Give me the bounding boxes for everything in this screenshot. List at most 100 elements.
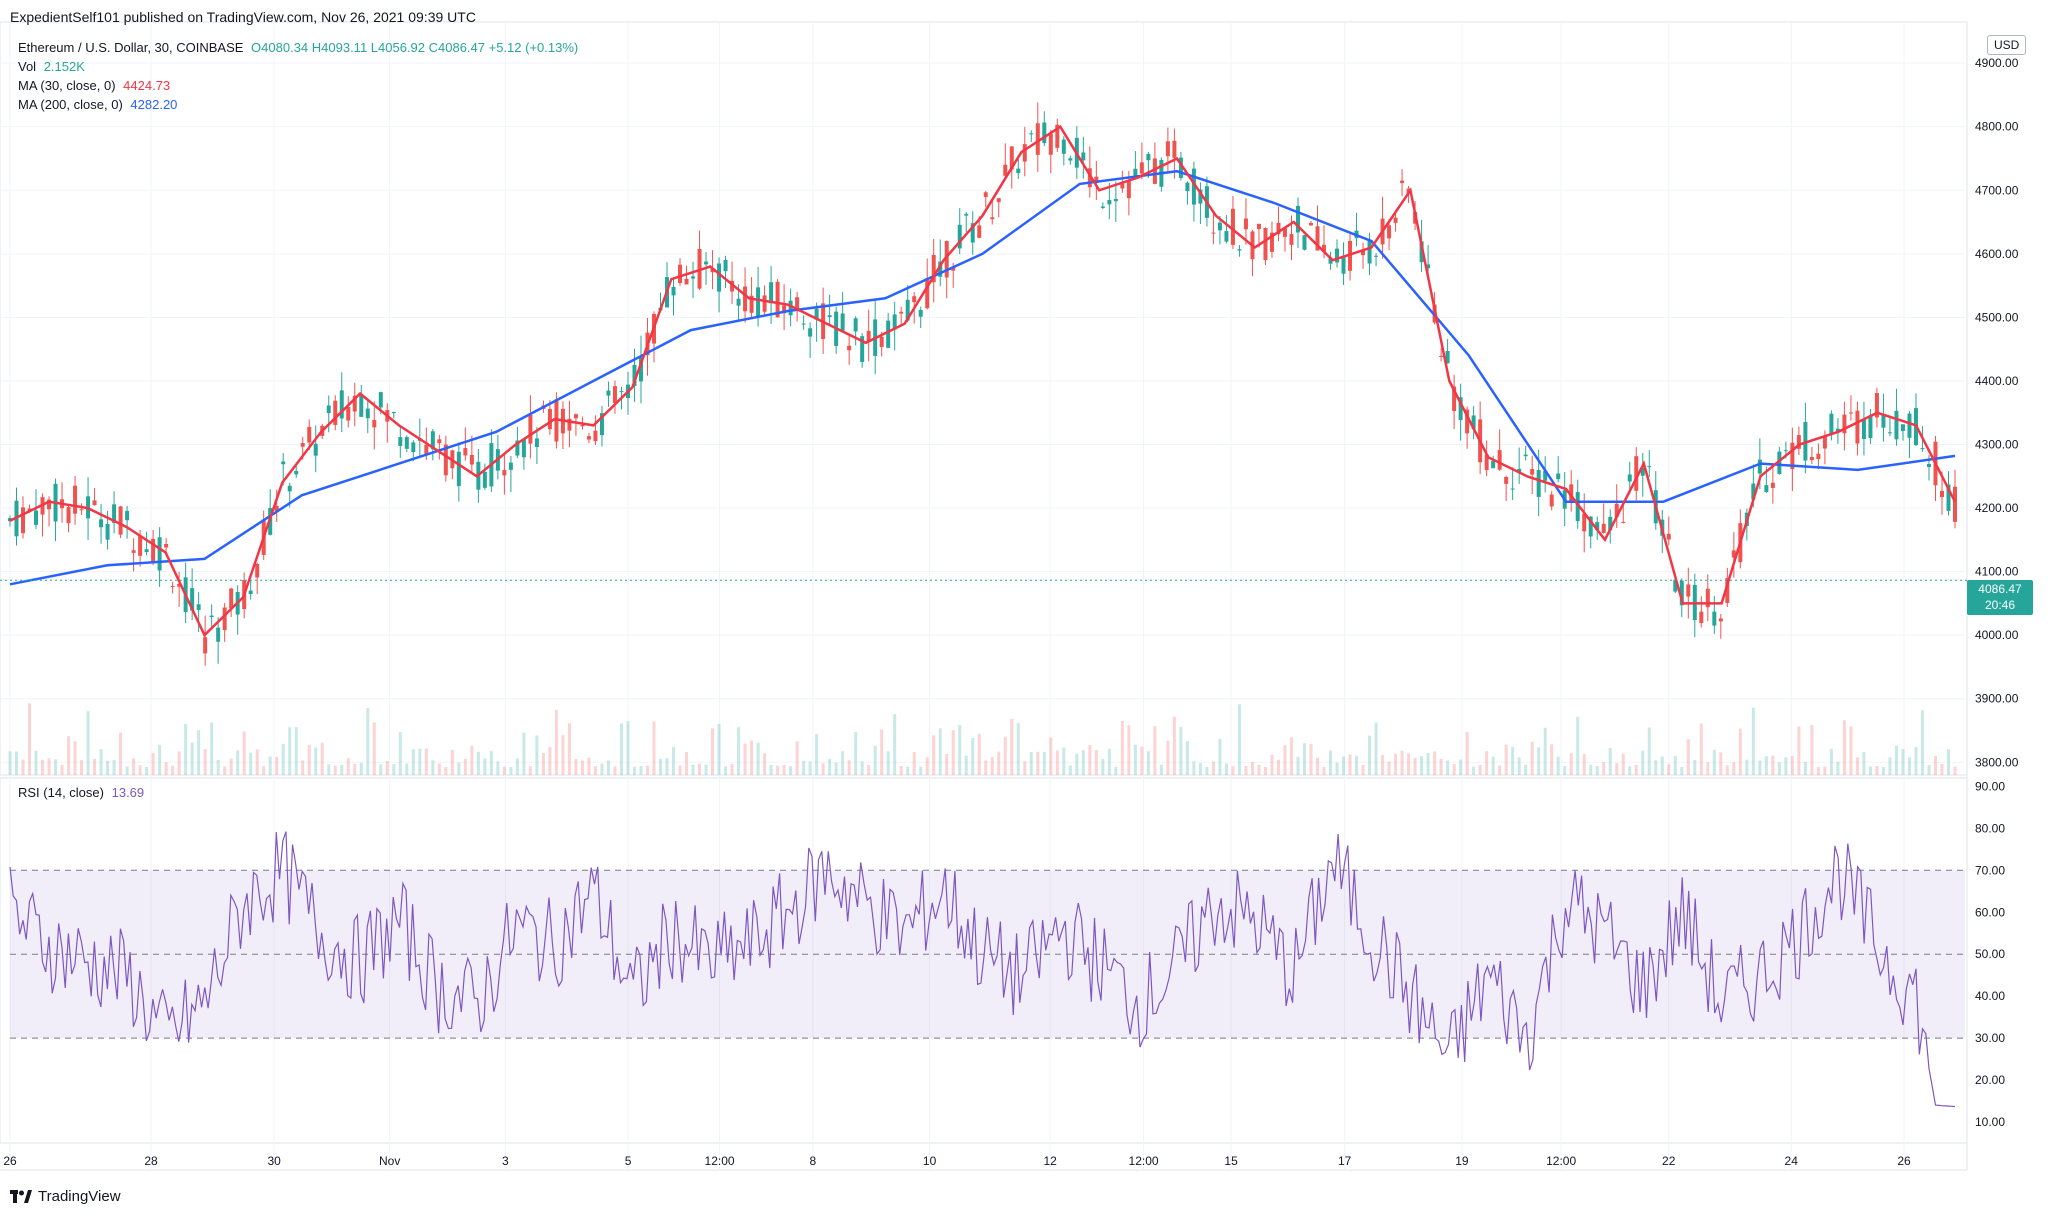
candle-body xyxy=(925,278,930,309)
candle-body xyxy=(1725,578,1730,603)
volume-bar xyxy=(346,758,350,775)
volume-bar xyxy=(554,709,558,775)
volume-bar xyxy=(1049,737,1053,775)
volume-bar xyxy=(1257,764,1261,775)
time-tick-label: 12:00 xyxy=(1546,1154,1576,1168)
volume-bar xyxy=(1615,763,1619,775)
volume-bar xyxy=(1868,766,1872,775)
volume-bar xyxy=(1439,758,1443,775)
volume-bar xyxy=(1686,739,1690,775)
candle-body xyxy=(430,431,435,450)
candle-body xyxy=(801,323,806,325)
volume-bar xyxy=(1745,759,1749,775)
rsi-tick-label: 80.00 xyxy=(1975,821,2005,835)
volume-bar xyxy=(80,760,84,775)
price-tick-label: 4000.00 xyxy=(1975,628,2019,642)
candle-body xyxy=(294,470,299,475)
volume-bar xyxy=(190,742,194,775)
volume-bar xyxy=(886,751,890,775)
volume-bar xyxy=(795,741,799,775)
volume-bar xyxy=(1244,766,1248,775)
candle-body xyxy=(463,448,468,456)
candle-body xyxy=(775,281,780,318)
volume-bar xyxy=(724,766,728,775)
volume-bar xyxy=(1849,726,1853,775)
volume-bar xyxy=(1608,747,1612,775)
volume-bar xyxy=(509,766,513,775)
volume-bar xyxy=(1563,766,1567,775)
candle-body xyxy=(619,391,624,393)
candle-body xyxy=(1549,494,1554,507)
candle-body xyxy=(860,336,865,363)
volume-bar xyxy=(431,760,435,775)
candle-body xyxy=(1022,144,1027,162)
volume-bar xyxy=(93,758,97,775)
volume-bar xyxy=(138,765,142,775)
volume-bar xyxy=(197,730,201,775)
ma30-row: MA (30, close, 0) 4424.73 xyxy=(18,76,578,95)
candle-body xyxy=(730,280,735,292)
volume-bar xyxy=(366,708,370,775)
candle-body xyxy=(437,439,442,444)
volume-bar xyxy=(1543,727,1547,775)
volume-bar xyxy=(750,740,754,775)
volume-bar xyxy=(249,752,253,775)
volume-bar xyxy=(1875,765,1879,775)
volume-bar xyxy=(1784,757,1788,775)
candle-body xyxy=(1764,485,1769,492)
rsi-value: 13.69 xyxy=(111,785,145,800)
currency-badge[interactable]: USD xyxy=(1987,35,2027,55)
volume-bar xyxy=(1433,751,1437,775)
volume-bar xyxy=(275,756,279,775)
volume-bar xyxy=(1517,757,1521,775)
volume-bar xyxy=(1263,766,1267,775)
candle-body xyxy=(287,485,292,492)
candle-body xyxy=(1497,450,1502,470)
volume-bar xyxy=(1185,741,1189,775)
candle-body xyxy=(1588,516,1593,537)
candle-body xyxy=(593,430,598,442)
vol-row: Vol 2.152K xyxy=(18,57,578,76)
volume-bar xyxy=(899,765,903,775)
volume-bar xyxy=(1036,751,1040,775)
volume-bar xyxy=(1355,755,1359,775)
volume-bar xyxy=(437,763,441,775)
volume-bar xyxy=(1901,749,1905,775)
volume-bar xyxy=(606,760,610,775)
volume-bar xyxy=(1159,764,1163,775)
volume-bar xyxy=(1107,748,1111,775)
volume-bar xyxy=(28,703,32,775)
candle-body xyxy=(1673,579,1678,592)
candle-body xyxy=(983,192,988,197)
volume-bar xyxy=(1146,751,1150,775)
volume-bar xyxy=(782,764,786,775)
rsi-line xyxy=(9,831,1956,1108)
candle-body xyxy=(612,386,617,403)
candle-body xyxy=(47,499,52,510)
candle-body xyxy=(1393,217,1398,223)
candle-body xyxy=(1510,488,1515,490)
candle-body xyxy=(1881,414,1886,428)
candle-body xyxy=(1530,469,1535,475)
volume-bar xyxy=(1446,760,1450,775)
volume-bar xyxy=(737,727,741,775)
candle-body xyxy=(456,451,461,487)
footer-brand[interactable]: TradingView xyxy=(10,1188,121,1205)
candle-body xyxy=(1126,181,1131,199)
volume-bar xyxy=(398,732,402,775)
candle-body xyxy=(1621,522,1626,524)
candle-body xyxy=(1556,473,1561,480)
volume-bar xyxy=(906,766,910,775)
candle-body xyxy=(255,564,260,578)
volume-bar xyxy=(1855,757,1859,775)
candle-body xyxy=(1718,618,1723,622)
time-tick-label: 28 xyxy=(144,1154,158,1168)
candle-body xyxy=(1894,410,1899,440)
volume-bar xyxy=(1231,766,1235,775)
candle-body xyxy=(1907,413,1912,438)
volume-bar xyxy=(1348,754,1352,775)
candle-body xyxy=(1770,482,1775,488)
candle-body xyxy=(1081,152,1086,161)
volume-bar xyxy=(457,762,461,775)
